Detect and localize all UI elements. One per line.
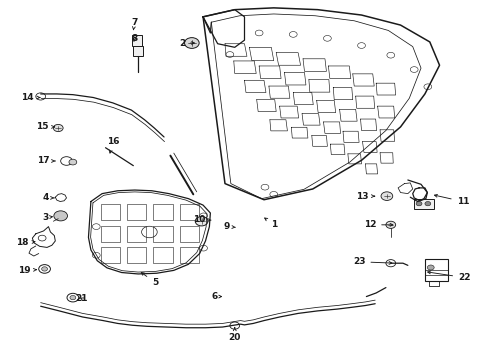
Circle shape — [53, 125, 63, 132]
Bar — [127, 226, 146, 242]
Text: 19: 19 — [18, 266, 37, 275]
Text: 21: 21 — [75, 294, 87, 303]
Bar — [127, 247, 146, 263]
Circle shape — [41, 267, 47, 271]
Bar — [413, 199, 433, 209]
Bar — [132, 36, 142, 46]
Circle shape — [195, 217, 207, 226]
Circle shape — [70, 296, 76, 300]
Circle shape — [424, 202, 430, 206]
Circle shape — [69, 159, 77, 165]
Text: 20: 20 — [228, 328, 241, 342]
Text: 4: 4 — [42, 193, 54, 202]
Text: 1: 1 — [264, 218, 277, 229]
Text: 15: 15 — [36, 122, 54, 131]
Text: 5: 5 — [141, 273, 158, 287]
Text: 13: 13 — [356, 192, 374, 201]
Bar — [424, 259, 447, 281]
Text: 2: 2 — [179, 39, 194, 48]
Circle shape — [380, 192, 392, 201]
Bar — [179, 204, 199, 220]
Circle shape — [427, 265, 433, 270]
Bar — [153, 247, 172, 263]
Text: 16: 16 — [107, 137, 119, 153]
Bar — [153, 226, 172, 242]
Bar — [127, 204, 146, 220]
Bar — [133, 46, 143, 56]
Bar — [101, 204, 120, 220]
Text: 9: 9 — [223, 222, 235, 231]
Circle shape — [415, 202, 421, 206]
Text: 17: 17 — [37, 157, 55, 166]
Text: 14: 14 — [21, 93, 40, 102]
Bar — [153, 204, 172, 220]
Text: 3: 3 — [42, 213, 52, 222]
Bar — [101, 226, 120, 242]
Circle shape — [184, 38, 199, 48]
Text: 11: 11 — [433, 194, 468, 206]
Circle shape — [385, 221, 395, 228]
Bar — [179, 247, 199, 263]
Text: 18: 18 — [17, 238, 35, 247]
Text: 6: 6 — [211, 292, 221, 301]
Circle shape — [54, 211, 67, 221]
Text: 8: 8 — [131, 34, 137, 43]
Text: 10: 10 — [193, 215, 211, 224]
Bar — [179, 226, 199, 242]
Text: 23: 23 — [352, 257, 391, 266]
Bar — [101, 247, 120, 263]
Text: 12: 12 — [363, 220, 392, 229]
Text: 22: 22 — [427, 271, 469, 282]
Text: 7: 7 — [131, 18, 138, 30]
